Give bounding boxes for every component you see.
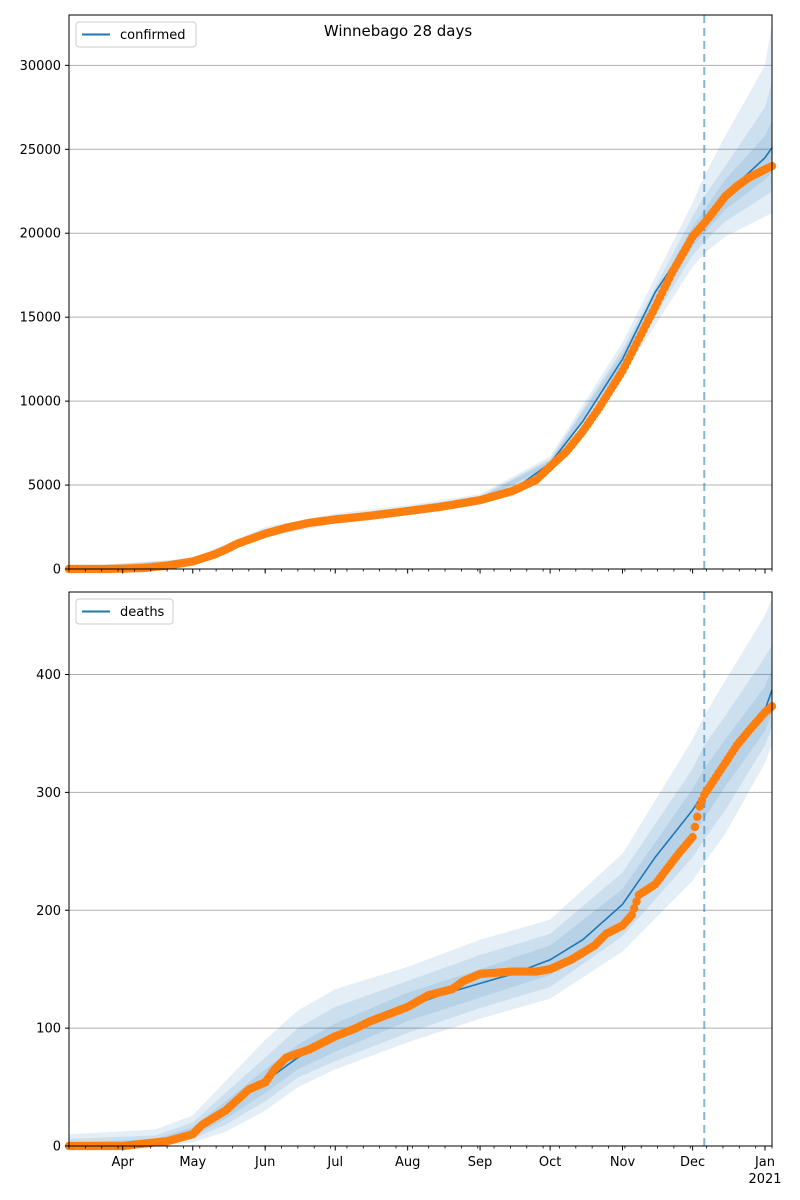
y-tick-label: 200 (36, 904, 61, 919)
x-tick-label: Apr (111, 1155, 134, 1170)
legend-box (75, 21, 197, 48)
x-year-label: 2021 (748, 1172, 781, 1187)
x-tick-label: Oct (539, 1155, 561, 1170)
observed-point (627, 910, 637, 920)
plot-frame (68, 591, 773, 1147)
y-axis: 0 100 200 300 400 (36, 668, 69, 1155)
y-tick-label: 0 (53, 1140, 61, 1155)
confirmed-panel: 0 5000 10000 15000 20000 25000 30000 confirmed (20, 14, 777, 578)
y-tick-label: 30000 (20, 59, 61, 74)
x-tick-label: Sep (468, 1155, 493, 1170)
y-axis: 0 5000 10000 15000 20000 25000 30000 (20, 59, 69, 578)
uncertainty-band (69, 120, 772, 569)
y-tick-label: 20000 (20, 227, 61, 242)
y-tick-label: 25000 (20, 143, 61, 158)
x-tick-label: Jan (754, 1155, 775, 1170)
observed-point (693, 812, 702, 821)
y-tick-label: 15000 (20, 311, 61, 326)
legend-box (75, 598, 174, 625)
y-gridlines (69, 674, 772, 1029)
model-line (68, 689, 773, 1147)
plot-frame (68, 14, 773, 570)
model-line (68, 689, 773, 1147)
y-tick-label: 300 (36, 786, 61, 801)
uncertainty-band (69, 82, 772, 569)
x-tick-label: Jun (254, 1155, 275, 1170)
x-tick-label: Aug (395, 1155, 420, 1170)
observed-point (630, 904, 639, 913)
x-tick-label: Dec (680, 1155, 705, 1170)
observed-point (632, 897, 641, 906)
y-gridlines (69, 64, 772, 486)
y-tick-label: 10000 (20, 395, 61, 410)
y-tick-label: 0 (53, 563, 61, 578)
x-tick-label: May (179, 1155, 206, 1170)
uncertainty-band (69, 668, 772, 1146)
legend-label: confirmed (120, 28, 186, 43)
legend-label: deaths (120, 605, 165, 620)
x-tick-label: Jul (326, 1155, 343, 1170)
y-tick-label: 100 (36, 1022, 61, 1037)
observed-point (690, 822, 700, 832)
observed-point (688, 832, 697, 842)
legend: confirmed (75, 21, 197, 48)
legend: deaths (75, 598, 174, 625)
x-axis (68, 569, 773, 574)
y-tick-label: 400 (36, 668, 61, 683)
observed-points (64, 702, 777, 1151)
y-tick-label: 5000 (28, 479, 61, 494)
deaths-panel: 0 100 200 300 400 Apr May Jun Jul Aug Sep Oct Nov De… (36, 591, 782, 1187)
x-axis: Apr May Jun Jul Aug Sep Oct Nov Dec Jan 2021 (68, 1146, 782, 1187)
uncertainty-band (69, 645, 772, 1146)
chart-title: Winnebago 28 days (324, 22, 473, 40)
observed-points (64, 161, 777, 574)
uncertainty-band (69, 597, 772, 1146)
forecast-bands (69, 23, 772, 570)
x-tick-label: Nov (610, 1155, 636, 1170)
